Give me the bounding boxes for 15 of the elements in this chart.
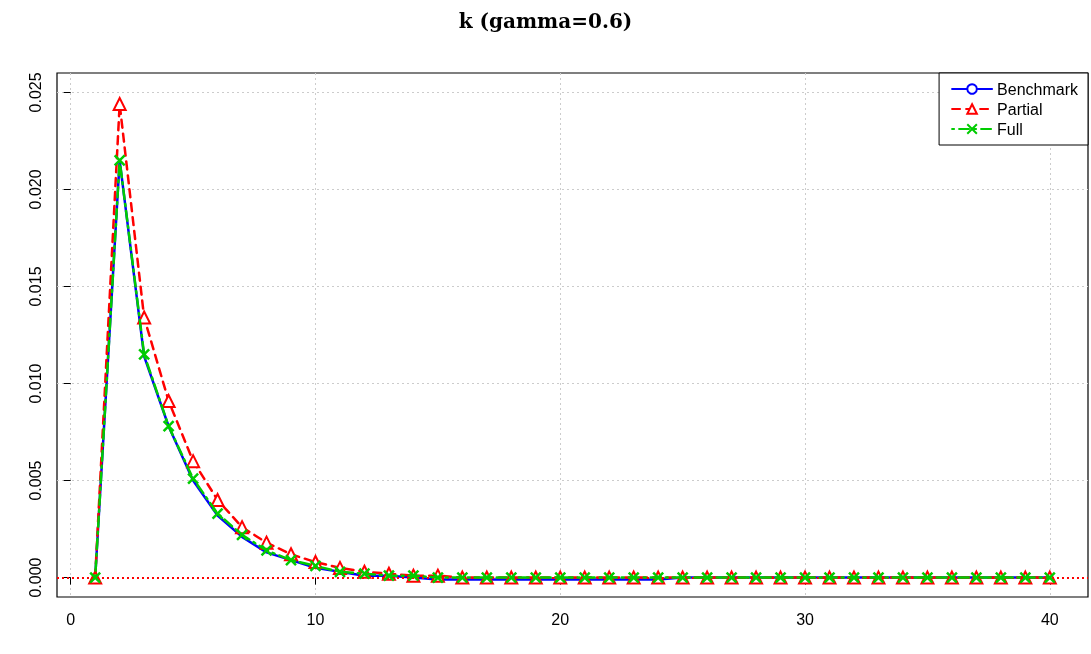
x-tick-label: 20 [551,610,570,628]
x-tick-label: 10 [306,610,325,628]
legend-label: Partial [997,100,1043,118]
y-tick-label: 0.005 [26,460,44,501]
y-tick-label: 0.020 [26,169,44,210]
x-tick-label: 0 [66,610,76,628]
x-tick-label: 40 [1040,610,1059,628]
chart-title: k (gamma=0.6) [458,9,633,33]
x-tick-label: 30 [796,610,815,628]
y-tick-label: 0.025 [26,72,44,113]
legend-label: Benchmark [997,80,1079,98]
y-tick-label: 0.010 [26,363,44,404]
legend-label: Full [997,120,1023,138]
y-tick-label: 0.015 [26,266,44,307]
y-tick-label: 0.000 [26,557,44,598]
